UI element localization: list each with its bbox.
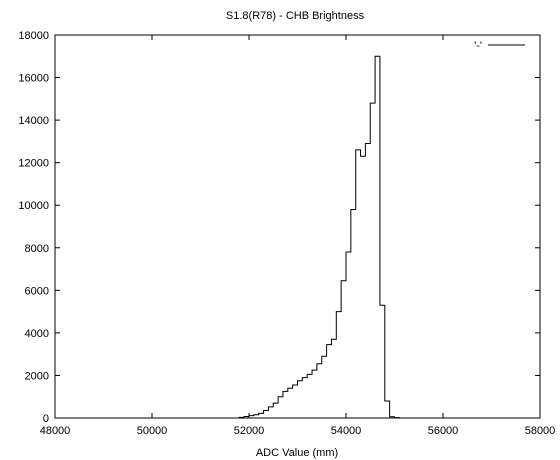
y-tick-label: 10000	[18, 200, 49, 212]
series-histogram-line	[55, 55, 540, 419]
y-tick-label: 8000	[25, 243, 49, 255]
x-tick-label: 50000	[137, 425, 168, 437]
x-axis-label: ADC Value (mm)	[256, 447, 338, 459]
y-tick-label: 0	[43, 413, 49, 425]
plot-frame	[54, 34, 541, 419]
y-tick-label: 16000	[18, 73, 49, 85]
y-tick-label: 12000	[18, 158, 49, 170]
x-tick-label: 58000	[525, 425, 556, 437]
legend: '-'	[474, 40, 525, 52]
x-axis-tick-labels: 48000 50000 52000 54000 56000 58000	[40, 425, 556, 437]
x-tick-label: 52000	[234, 425, 265, 437]
x-tick-label: 54000	[331, 425, 362, 437]
legend-series-label: '-'	[474, 40, 482, 52]
x-tick-label: 48000	[40, 425, 71, 437]
y-tick-label: 4000	[25, 328, 49, 340]
y-tick-label: 6000	[25, 285, 49, 297]
x-tick-label: 56000	[428, 425, 459, 437]
y-tick-label: 2000	[25, 370, 49, 382]
y-tick-label: 18000	[18, 30, 49, 42]
y-tick-label: 14000	[18, 115, 49, 127]
axis-ticks	[54, 34, 541, 419]
chart-title: S1.8(R78) - CHB Brightness	[226, 10, 365, 22]
y-axis-tick-labels: 0 2000 4000 6000 8000 10000 12000 14000 16000 180…	[18, 30, 49, 425]
